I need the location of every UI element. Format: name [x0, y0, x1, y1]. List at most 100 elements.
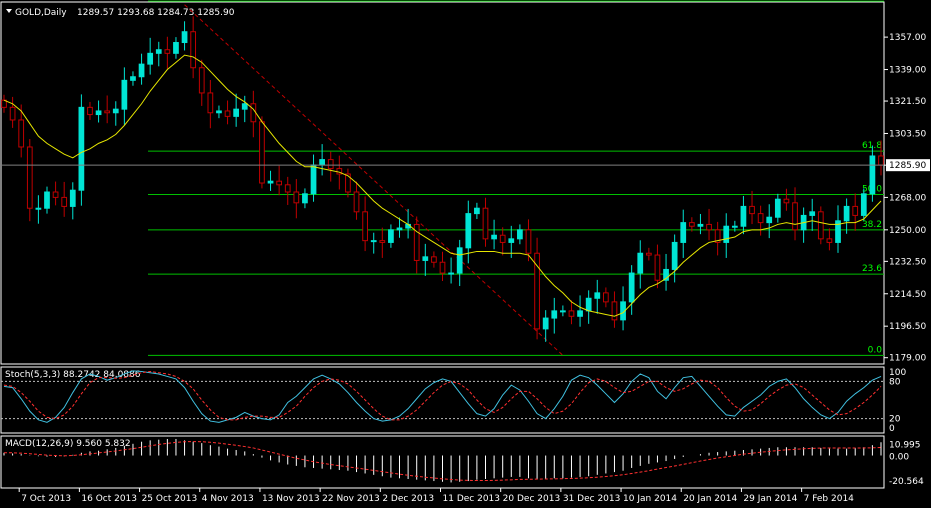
- stoch-tick-label: 0: [889, 424, 895, 434]
- candle-body: [663, 268, 669, 281]
- candle-body: [456, 247, 463, 274]
- candle-body: [52, 191, 59, 198]
- price-tick-label: 1268.00: [889, 193, 926, 203]
- candle-body: [198, 67, 205, 94]
- price-tick-label: 1196.50: [889, 322, 926, 332]
- candle-body: [69, 189, 76, 207]
- candle-body: [525, 229, 532, 254]
- candle-body: [35, 207, 42, 210]
- candle-body: [267, 180, 274, 184]
- chart-menu-triangle-icon[interactable]: [6, 9, 12, 13]
- candle-body: [783, 198, 790, 204]
- candle-body: [534, 252, 540, 330]
- macd-tick-label: 0.00: [889, 453, 909, 463]
- candle-body: [809, 211, 816, 216]
- candle-body: [474, 207, 480, 215]
- candle-body: [353, 191, 360, 213]
- moving-average: [3, 54, 882, 317]
- candle-body: [611, 301, 618, 321]
- stoch-tick-label: 20: [889, 415, 901, 425]
- candle-body: [327, 159, 334, 170]
- trend-line-segment[interactable]: [184, 4, 564, 356]
- candle-body: [431, 256, 437, 263]
- candle-body: [499, 234, 506, 243]
- candle-body: [774, 198, 781, 218]
- candle-body: [568, 310, 575, 317]
- fib-label: 38.2: [862, 220, 882, 230]
- candle-body: [878, 155, 884, 166]
- candle-body: [87, 106, 93, 116]
- candle-body: [508, 238, 515, 243]
- candle-body: [181, 31, 188, 44]
- stoch-tick-label: 100: [889, 368, 906, 378]
- candle-body: [585, 297, 592, 312]
- current-price-badge: [886, 159, 930, 172]
- candle-body: [465, 213, 472, 249]
- candle-body: [284, 184, 291, 193]
- candle-body: [310, 164, 317, 195]
- time-tick-label: 13 Nov 2013: [262, 494, 320, 504]
- candle-body: [26, 146, 33, 209]
- candle-body: [749, 205, 755, 215]
- candle-body: [18, 119, 25, 148]
- price-tick-label: 1250.00: [889, 226, 926, 236]
- stochastic-label: Stoch(5,3,3) 88.2742 84.0886: [5, 370, 141, 380]
- candle-body: [731, 225, 738, 228]
- candle-body: [396, 227, 403, 231]
- candle-body: [448, 272, 454, 275]
- time-tick-label: 31 Dec 2013: [563, 494, 621, 504]
- time-tick-label: 7 Oct 2013: [21, 494, 71, 504]
- price-tick-label: 1303.50: [889, 129, 926, 139]
- candle-body: [112, 108, 119, 114]
- macd-signal-line: [4, 441, 882, 482]
- candle-body: [155, 49, 162, 54]
- candle-body: [723, 225, 730, 243]
- candle-body: [9, 106, 16, 121]
- macd-tick-label: -20.564: [889, 477, 924, 487]
- candle-body: [817, 211, 824, 240]
- ma-line: [3, 54, 882, 317]
- trend-line[interactable]: [184, 4, 564, 356]
- time-tick-label: 25 Oct 2013: [142, 494, 198, 504]
- candle-body: [843, 205, 850, 222]
- candle-body: [517, 229, 523, 240]
- candle-body: [671, 241, 678, 270]
- candle-body: [95, 110, 102, 116]
- candle-body: [594, 292, 601, 299]
- candle-body: [276, 180, 283, 186]
- stoch-main-line: [3, 370, 882, 423]
- candle-body: [688, 222, 695, 227]
- time-tick-label: 22 Nov 2013: [322, 494, 380, 504]
- fib-label: 0.0: [868, 345, 883, 355]
- candle-body: [628, 272, 635, 303]
- candle-body: [869, 155, 876, 195]
- candle-body: [104, 110, 111, 114]
- candle-body: [319, 159, 325, 166]
- candle-body: [370, 240, 377, 243]
- candle-body: [637, 252, 644, 274]
- candle-body: [654, 254, 661, 281]
- price-tick-label: 1357.00: [889, 33, 926, 43]
- candle-body: [173, 42, 179, 54]
- candle-body: [164, 49, 171, 54]
- candle-body: [293, 191, 300, 204]
- candle-body: [439, 261, 446, 274]
- candle-body: [250, 103, 257, 123]
- candle-body: [413, 223, 420, 261]
- time-tick-label: 20 Jan 2014: [683, 494, 737, 504]
- candle-body: [482, 207, 489, 240]
- candle-body: [835, 220, 841, 243]
- price-tick-label: 1179.00: [889, 354, 926, 364]
- candle-body: [792, 202, 798, 231]
- candle-body: [706, 223, 712, 231]
- price-tick-label: 1232.50: [889, 257, 926, 267]
- candle-body: [491, 234, 497, 240]
- candle-body: [560, 310, 566, 313]
- candle-body: [302, 193, 308, 204]
- price-axis: 1357.00 1339.00 1321.50 1303.50 1285.90 1268.…: [884, 33, 930, 364]
- chart-symbol: GOLD,Daily: [15, 8, 67, 18]
- stoch-tick-label: 80: [889, 377, 901, 387]
- price-tick-label: 1339.00: [889, 66, 926, 76]
- candle-body: [740, 205, 747, 227]
